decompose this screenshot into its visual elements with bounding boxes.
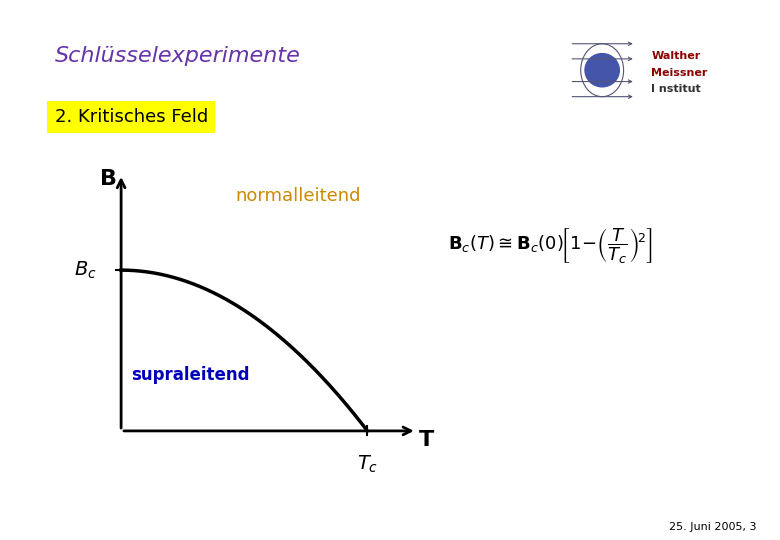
Text: $\mathbf{B}_c(T) \cong \mathbf{B}_c(0)\!\left[1\!-\!\left(\dfrac{T}{T_c}\right)^: $\mathbf{B}_c(T) \cong \mathbf{B}_c(0)\!…: [448, 226, 654, 265]
Text: $T_c$: $T_c$: [356, 453, 378, 475]
Text: Walther: Walther: [651, 51, 700, 62]
Text: Schlüsselexperimente: Schlüsselexperimente: [55, 46, 300, 66]
Text: I nstitut: I nstitut: [651, 84, 701, 94]
Text: supraleitend: supraleitend: [131, 366, 250, 384]
Text: T: T: [419, 430, 434, 450]
Text: $B_c$: $B_c$: [74, 260, 97, 281]
Text: B: B: [101, 168, 117, 188]
Text: 2. Kritisches Feld: 2. Kritisches Feld: [55, 108, 207, 126]
Text: normalleitend: normalleitend: [236, 187, 361, 205]
Circle shape: [585, 53, 619, 87]
Text: 25. Juni 2005, 3: 25. Juni 2005, 3: [669, 522, 757, 532]
Text: Meissner: Meissner: [651, 68, 707, 78]
